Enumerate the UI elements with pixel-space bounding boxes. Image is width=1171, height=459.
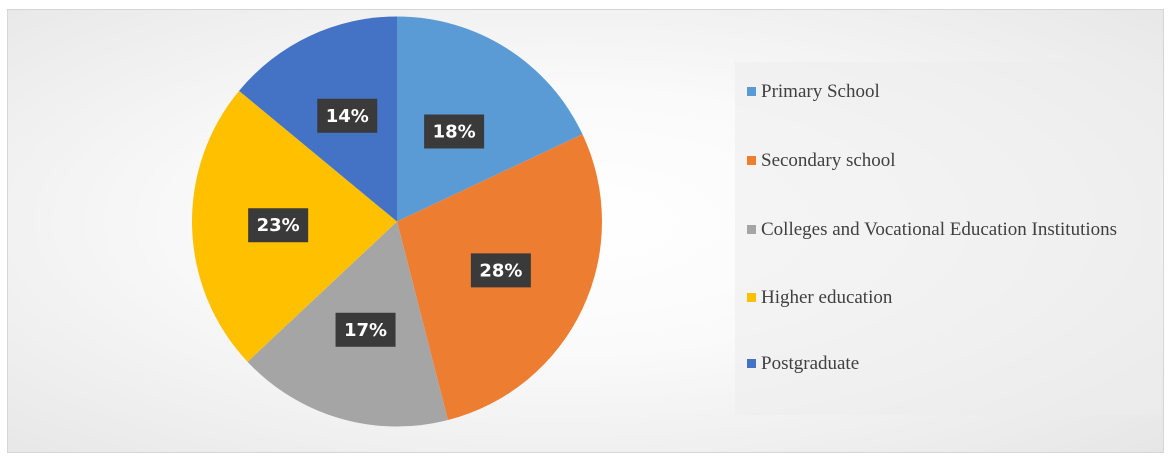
legend-item-postgraduate: Postgraduate <box>747 352 1121 376</box>
legend-item-primary-school: Primary School <box>747 80 1121 104</box>
chart-legend: Primary School Secondary school Colleges… <box>735 62 1161 415</box>
legend-label-secondary-school: Secondary school <box>761 150 896 171</box>
legend-label-higher-education: Higher education <box>761 287 893 308</box>
legend-swatch-postgraduate <box>747 359 756 368</box>
chart-area: 18% 28% 17% 23% 14% Primary School Secondary… <box>7 9 1164 453</box>
data-label-background <box>424 114 485 149</box>
data-label-background <box>317 98 378 133</box>
data-label-text: 14% <box>326 106 369 127</box>
pie-data-labels: 18% 28% 17% 23% 14% <box>248 98 531 347</box>
legend-swatch-secondary-school <box>747 156 756 165</box>
legend-swatch-colleges <box>747 225 756 234</box>
data-label-text: 17% <box>344 320 387 341</box>
legend-item-colleges: Colleges and Vocational Education Instit… <box>747 218 1121 242</box>
legend-label-primary-school: Primary School <box>761 81 880 102</box>
legend-label-postgraduate: Postgraduate <box>761 353 860 374</box>
pie-chart: 18% 28% 17% 23% 14% <box>192 16 602 427</box>
legend-label-colleges: Colleges and Vocational Education Instit… <box>761 219 1118 240</box>
data-label-background <box>248 208 309 243</box>
data-label-colleges: 17% <box>335 312 396 347</box>
data-label-text: 23% <box>257 215 300 236</box>
data-label-postgraduate: 14% <box>317 98 378 133</box>
pie-slice-primary-school <box>397 16 583 222</box>
legend-swatch-higher-education <box>747 293 756 302</box>
data-label-text: 18% <box>433 121 476 142</box>
legend-item-higher-education: Higher education <box>747 286 1121 310</box>
data-label-text: 28% <box>479 260 522 281</box>
data-label-background <box>470 253 531 288</box>
data-label-secondary-school: 28% <box>470 253 531 288</box>
data-label-higher-education: 23% <box>248 208 309 243</box>
legend-item-secondary-school: Secondary school <box>747 149 1121 173</box>
data-label-primary-school: 18% <box>424 114 485 149</box>
data-label-background <box>335 312 396 347</box>
legend-swatch-primary-school <box>747 87 756 96</box>
